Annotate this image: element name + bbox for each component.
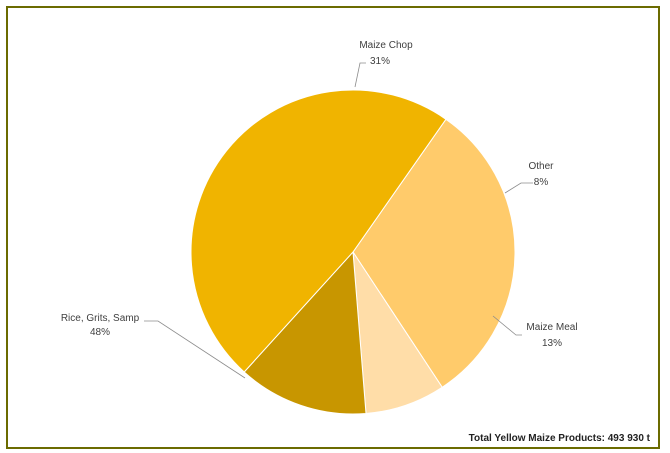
slice-rice-grits-samp bbox=[190, 89, 447, 373]
leader-maize-meal bbox=[492, 315, 522, 336]
slice-maize-meal bbox=[243, 250, 367, 415]
label-maize-meal-name: Maize Meal bbox=[526, 322, 577, 333]
total-annotation: Total Yellow Maize Products: 493 930 t bbox=[469, 433, 651, 444]
label-maize-meal-value: 13% bbox=[542, 338, 562, 349]
label-other-value: 8% bbox=[534, 177, 549, 188]
leader-lines bbox=[144, 62, 533, 379]
leader-rice-grits-samp bbox=[144, 320, 246, 379]
label-maize-chop-value: 31% bbox=[370, 56, 390, 67]
slice-maize-chop bbox=[352, 118, 516, 388]
label-rice-grits-samp-name: Rice, Grits, Samp bbox=[61, 313, 140, 324]
pie-slices bbox=[190, 89, 516, 415]
leader-maize-chop bbox=[354, 62, 366, 88]
label-rice-grits-samp-value: 48% bbox=[90, 327, 110, 338]
label-maize-chop-name: Maize Chop bbox=[359, 40, 413, 51]
label-other-name: Other bbox=[528, 161, 554, 172]
leader-other bbox=[504, 182, 533, 194]
